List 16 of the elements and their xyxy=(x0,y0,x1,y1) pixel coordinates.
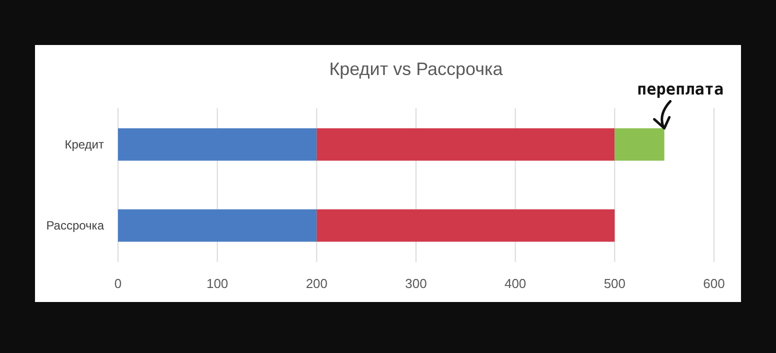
x-tick-label: 500 xyxy=(604,276,626,291)
chart-title: Кредит vs Рассрочка xyxy=(329,59,504,79)
x-tick-label: 200 xyxy=(306,276,328,291)
x-tick-label: 600 xyxy=(703,276,725,291)
x-tick-label: 300 xyxy=(405,276,427,291)
x-tick-label: 100 xyxy=(206,276,228,291)
bar xyxy=(316,128,615,161)
annotation: переплата xyxy=(636,79,724,98)
y-tick-label: Рассрочка xyxy=(46,218,104,233)
x-tick-label: 400 xyxy=(504,276,526,291)
bar xyxy=(118,128,317,161)
y-tick-label: Кредит xyxy=(64,137,104,152)
bar xyxy=(118,209,317,242)
x-tick-label: 0 xyxy=(114,276,122,291)
bar xyxy=(316,209,615,242)
bar xyxy=(614,128,664,161)
